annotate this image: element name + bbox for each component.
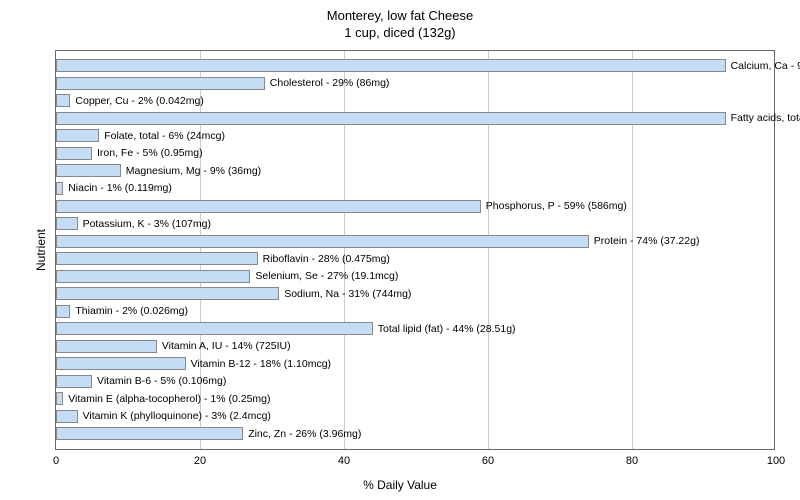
bar-row: Vitamin B-12 - 18% (1.10mcg) [56, 356, 774, 371]
bar [56, 340, 157, 353]
bar-label: Selenium, Se - 27% (19.1mcg) [255, 270, 398, 282]
bar [56, 77, 265, 90]
bar-row: Cholesterol - 29% (86mg) [56, 76, 774, 91]
bar-row: Phosphorus, P - 59% (586mg) [56, 199, 774, 214]
x-tick: 40 [338, 455, 350, 467]
bar-label: Phosphorus, P - 59% (586mg) [486, 200, 627, 212]
bar-label: Iron, Fe - 5% (0.95mg) [97, 147, 203, 159]
bar-row: Total lipid (fat) - 44% (28.51g) [56, 321, 774, 336]
bar [56, 217, 78, 230]
bar [56, 200, 481, 213]
bars-container: Calcium, Ca - 93% (931mg) Cholesterol - 2… [56, 57, 774, 443]
bar-row: Magnesium, Mg - 9% (36mg) [56, 163, 774, 178]
bar-row: Sodium, Na - 31% (744mg) [56, 286, 774, 301]
x-tick: 60 [482, 455, 494, 467]
bar-row: Thiamin - 2% (0.026mg) [56, 304, 774, 319]
chart-title-line2: 1 cup, diced (132g) [0, 25, 800, 42]
bar-row: Riboflavin - 28% (0.475mg) [56, 251, 774, 266]
bar [56, 270, 250, 283]
bar-label: Total lipid (fat) - 44% (28.51g) [378, 323, 516, 335]
bar-label: Riboflavin - 28% (0.475mg) [263, 253, 390, 265]
bar [56, 427, 243, 440]
bar-row: Vitamin E (alpha-tocopherol) - 1% (0.25m… [56, 391, 774, 406]
y-axis-label: Nutrient [34, 229, 48, 271]
bar-label: Thiamin - 2% (0.026mg) [75, 305, 188, 317]
bar-label: Vitamin K (phylloquinone) - 3% (2.4mcg) [83, 410, 271, 422]
bar [56, 392, 63, 405]
bar-row: Protein - 74% (37.22g) [56, 234, 774, 249]
bar-row: Fatty acids, total saturated - 93% (18.5… [56, 111, 774, 126]
bar [56, 305, 70, 318]
bar-row: Selenium, Se - 27% (19.1mcg) [56, 269, 774, 284]
bar [56, 112, 726, 125]
bar-row: Vitamin B-6 - 5% (0.106mg) [56, 374, 774, 389]
x-tick: 0 [53, 455, 59, 467]
bar-row: Calcium, Ca - 93% (931mg) [56, 58, 774, 73]
bar [56, 182, 63, 195]
bar-label: Vitamin B-6 - 5% (0.106mg) [97, 375, 226, 387]
bar [56, 410, 78, 423]
bar [56, 129, 99, 142]
bar-label: Cholesterol - 29% (86mg) [270, 77, 390, 89]
bar [56, 252, 258, 265]
bar-row: Copper, Cu - 2% (0.042mg) [56, 93, 774, 108]
bar-label: Magnesium, Mg - 9% (36mg) [126, 165, 261, 177]
chart-title-line1: Monterey, low fat Cheese [0, 8, 800, 25]
bar-label: Fatty acids, total saturated - 93% (18.5… [731, 112, 800, 124]
x-tick: 20 [194, 455, 206, 467]
bar [56, 235, 589, 248]
bar-label: Vitamin B-12 - 18% (1.10mcg) [191, 358, 331, 370]
bar [56, 94, 70, 107]
bar-label: Protein - 74% (37.22g) [594, 235, 700, 247]
bar-label: Vitamin A, IU - 14% (725IU) [162, 340, 291, 352]
bar-row: Niacin - 1% (0.119mg) [56, 181, 774, 196]
bar-row: Vitamin A, IU - 14% (725IU) [56, 339, 774, 354]
bar-label: Copper, Cu - 2% (0.042mg) [75, 95, 203, 107]
bar-row: Folate, total - 6% (24mcg) [56, 128, 774, 143]
x-axis-label: % Daily Value [363, 478, 437, 492]
bar [56, 357, 186, 370]
bar-label: Potassium, K - 3% (107mg) [83, 218, 211, 230]
bar [56, 147, 92, 160]
bar-row: Zinc, Zn - 26% (3.96mg) [56, 426, 774, 441]
bar-label: Vitamin E (alpha-tocopherol) - 1% (0.25m… [68, 393, 270, 405]
bar [56, 322, 373, 335]
bar [56, 164, 121, 177]
bar-label: Calcium, Ca - 93% (931mg) [731, 60, 800, 72]
bar-row: Potassium, K - 3% (107mg) [56, 216, 774, 231]
bar-label: Zinc, Zn - 26% (3.96mg) [248, 428, 361, 440]
x-tick: 80 [626, 455, 638, 467]
bar [56, 375, 92, 388]
chart-title-block: Monterey, low fat Cheese 1 cup, diced (1… [0, 8, 800, 42]
bar-row: Iron, Fe - 5% (0.95mg) [56, 146, 774, 161]
x-tick: 100 [767, 455, 785, 467]
bar-label: Sodium, Na - 31% (744mg) [284, 288, 411, 300]
bar-label: Folate, total - 6% (24mcg) [104, 130, 225, 142]
nutrition-chart: Monterey, low fat Cheese 1 cup, diced (1… [0, 0, 800, 500]
bar-label: Niacin - 1% (0.119mg) [68, 182, 172, 194]
bar [56, 287, 279, 300]
plot-area: Calcium, Ca - 93% (931mg) Cholesterol - 2… [55, 50, 775, 450]
bar-row: Vitamin K (phylloquinone) - 3% (2.4mcg) [56, 409, 774, 424]
bar [56, 59, 726, 72]
